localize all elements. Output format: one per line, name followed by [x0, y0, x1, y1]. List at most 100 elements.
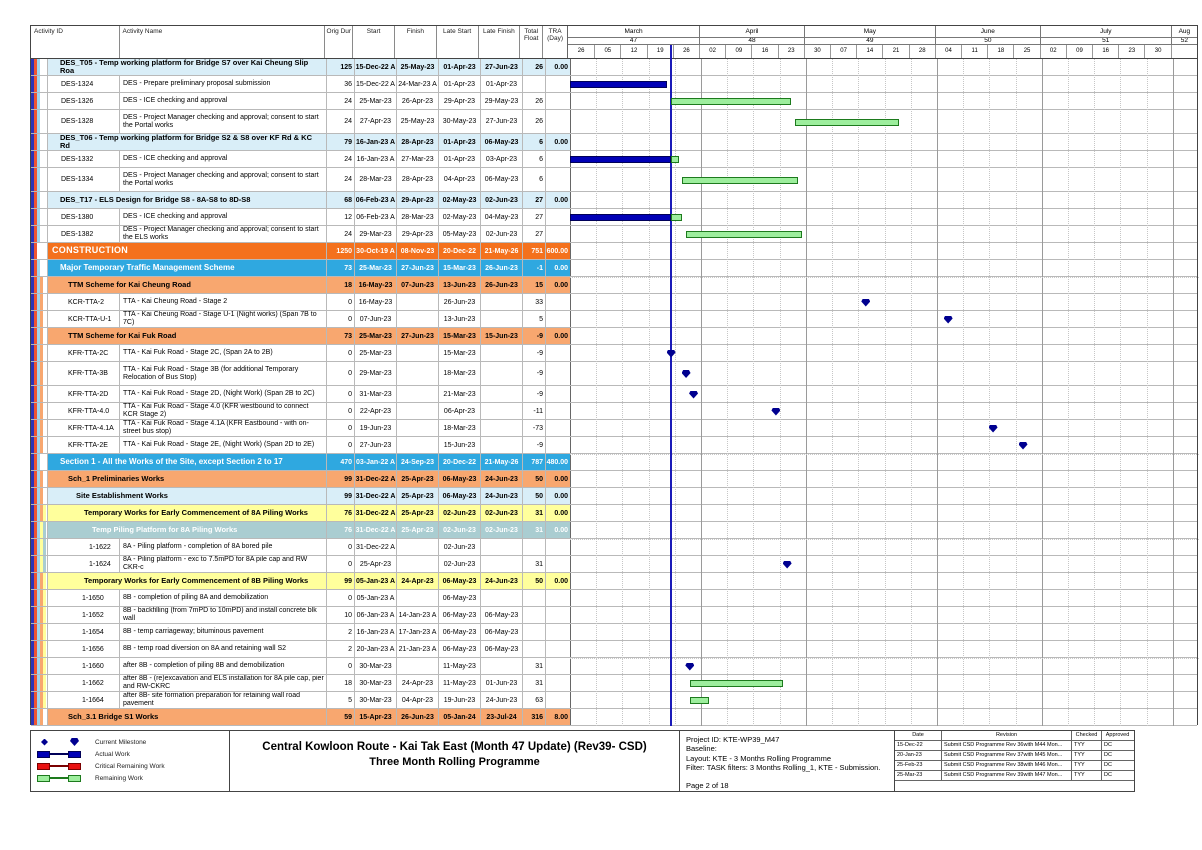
month-label[interactable]: March [568, 26, 700, 38]
band-row[interactable]: Major Temporary Traffic Management Schem… [31, 260, 1197, 277]
milestone-marker[interactable] [685, 662, 695, 671]
task-row[interactable]: 1-1660 after 8B - completion of piling 8B… [31, 658, 1197, 675]
column-header-name[interactable]: Activity Name [118, 26, 325, 58]
week-tick-label[interactable]: 14 [856, 44, 882, 58]
column-header-lstart[interactable]: Late Start [435, 26, 478, 58]
band-row[interactable]: Site Establishment Works 99 31-Dec-22 A 25-… [31, 488, 1197, 505]
week-tick-label[interactable]: 30 [1144, 44, 1170, 58]
column-header-tra[interactable]: TRA (Day) [542, 26, 567, 58]
week-tick-label[interactable]: 09 [1065, 44, 1092, 58]
band-row[interactable]: DES_T06 - Temp working platform for Brid… [31, 134, 1197, 151]
gantt-bar-remaining[interactable] [689, 680, 784, 687]
task-row[interactable]: DES-1328 DES - Project Manager checking a… [31, 110, 1197, 134]
column-header-tf[interactable]: Total Float [519, 26, 542, 58]
week-tick-label[interactable]: 02 [1039, 44, 1066, 58]
gantt-bar-actual[interactable] [570, 156, 672, 163]
gantt-bar-remaining[interactable] [686, 231, 803, 238]
week-tick-label[interactable]: 16 [1092, 44, 1118, 58]
week-tick-label[interactable]: 04 [934, 44, 961, 58]
band-row[interactable]: TTM Scheme for Kai Cheung Road 18 16-May-2… [31, 277, 1197, 294]
month-label[interactable]: July [1039, 26, 1171, 38]
gantt-bar-remaining[interactable] [671, 214, 683, 221]
task-row[interactable]: KFR-TTA-4.1A TTA - Kai Fuk Road - Stage 4… [31, 420, 1197, 437]
task-row[interactable]: 1-1650 8B - completion of piling 8A and d… [31, 590, 1197, 607]
band-row[interactable]: Section 1 - All the Works of the Site, e… [31, 454, 1197, 471]
week-tick-label[interactable]: 11 [961, 44, 987, 58]
gantt-bar-remaining[interactable] [794, 118, 900, 126]
week-tick-label[interactable]: 23 [1118, 44, 1144, 58]
task-row[interactable]: KFR-TTA-3B TTA - Kai Fuk Road - Stage 3B … [31, 362, 1197, 386]
revision-row[interactable]: 25-Mar-23 Submit CSD Programme Rev 39with… [895, 771, 1134, 781]
week-tick-label[interactable] [1170, 44, 1197, 58]
task-row[interactable]: KCR-TTA-U-1 TTA - Kai Cheung Road - Stage… [31, 311, 1197, 328]
week-tick-label[interactable]: 05 [594, 44, 620, 58]
week-tick-label[interactable]: 12 [620, 44, 646, 58]
task-row[interactable]: KFR-TTA-4.0 TTA - Kai Fuk Road - Stage 4.… [31, 403, 1197, 420]
task-row[interactable]: 1-1652 8B - backfilling (from 7mPD to 10m… [31, 607, 1197, 624]
column-header-start[interactable]: Start [352, 26, 394, 58]
week-tick-label[interactable]: 25 [1013, 44, 1039, 58]
week-tick-label[interactable]: 02 [699, 44, 725, 58]
band-row[interactable]: DES_T05 - Temp working platform for Brid… [31, 59, 1197, 76]
task-row[interactable]: DES-1326 DES - ICE checking and approval 2… [31, 93, 1197, 110]
band-row[interactable]: Temporary Works for Early Commencement o… [31, 573, 1197, 590]
week-tick-label[interactable]: 16 [751, 44, 777, 58]
week-tick-label[interactable]: 26 [577, 48, 585, 55]
band-row[interactable]: TTM Scheme for Kai Fuk Road 73 25-Mar-23 27… [31, 328, 1197, 345]
band-row[interactable]: DES_T17 - ELS Design for Bridge S8 - 8A-… [31, 192, 1197, 209]
task-row[interactable]: DES-1382 DES - Project Manager checking a… [31, 226, 1197, 243]
milestone-marker[interactable] [943, 315, 953, 324]
band-row[interactable]: Temporary Works for Early Commencement o… [31, 505, 1197, 522]
milestone-marker[interactable] [666, 349, 676, 358]
gantt-bar-remaining[interactable] [689, 697, 709, 704]
month-label[interactable]: Aug [1170, 26, 1197, 38]
task-row[interactable]: 1-1656 8B - temp road diversion on 8A and… [31, 641, 1197, 658]
task-row[interactable]: 1-1622 8A - Piling platform - completion … [31, 539, 1197, 556]
gantt-bar-actual[interactable] [570, 81, 668, 88]
task-row[interactable]: KFR-TTA-2E TTA - Kai Fuk Road - Stage 2E,… [31, 437, 1197, 454]
band-row[interactable]: Temp Piling Platform for 8A Piling Works… [31, 522, 1197, 539]
task-row[interactable]: 1-1654 8B - temp carriageway; bituminous … [31, 624, 1197, 641]
task-row[interactable]: KFR-TTA-2C TTA - Kai Fuk Road - Stage 2C,… [31, 345, 1197, 362]
task-row[interactable]: KCR-TTA-2 TTA - Kai Cheung Road - Stage 2… [31, 294, 1197, 311]
month-label[interactable]: June [934, 26, 1040, 38]
milestone-marker[interactable] [1018, 441, 1028, 450]
task-row[interactable]: DES-1380 DES - ICE checking and approval 1… [31, 209, 1197, 226]
revision-row[interactable]: 25-Feb-23 Submit CSD Programme Rev 38with… [895, 761, 1134, 771]
milestone-marker[interactable] [988, 424, 998, 433]
task-row[interactable]: 1-1664 after 8B- site formation preparati… [31, 692, 1197, 709]
week-tick-label[interactable]: 28 [908, 44, 935, 58]
gantt-bar-remaining[interactable] [682, 176, 799, 184]
week-tick-label[interactable]: 07 [830, 44, 856, 58]
gantt-bar-remaining[interactable] [671, 98, 791, 105]
revision-row[interactable]: 15-Dec-22 Submit CSD Programme Rev 36with… [895, 741, 1134, 751]
task-row[interactable]: 1-1624 8A - Piling platform - exc to 7.5m… [31, 556, 1197, 573]
gantt-bar-actual[interactable] [570, 214, 672, 221]
milestone-marker[interactable] [861, 298, 871, 307]
band-row[interactable]: Sch_1 Preliminaries Works 99 31-Dec-22 A 25… [31, 471, 1197, 488]
month-label[interactable]: May [803, 26, 935, 38]
milestone-marker[interactable] [771, 407, 781, 416]
milestone-marker[interactable] [681, 370, 691, 378]
milestone-marker[interactable] [782, 560, 792, 569]
week-tick-label[interactable]: 26 [672, 44, 699, 58]
week-tick-label[interactable]: 19 [646, 44, 673, 58]
column-header-od[interactable]: Orig Dur [324, 26, 352, 58]
gantt-bar-remaining[interactable] [671, 156, 679, 163]
week-tick-label[interactable]: 21 [882, 44, 908, 58]
task-row[interactable]: DES-1334 DES - Project Manager checking a… [31, 168, 1197, 192]
milestone-marker[interactable] [689, 390, 699, 399]
column-header-id[interactable]: Activity ID [34, 28, 63, 35]
revision-row[interactable]: 20-Jan-23 Submit CSD Programme Rev 37with… [895, 751, 1134, 761]
week-tick-label[interactable]: 23 [777, 44, 804, 58]
week-tick-label[interactable]: 18 [987, 44, 1013, 58]
task-row[interactable]: KFR-TTA-2D TTA - Kai Fuk Road - Stage 2D,… [31, 386, 1197, 403]
band-row[interactable]: Sch_3.1 Bridge S1 Works 59 15-Apr-23 26-Jun… [31, 709, 1197, 726]
month-label[interactable]: April [699, 26, 804, 38]
week-tick-label[interactable]: 30 [803, 44, 830, 58]
column-header-finish[interactable]: Finish [393, 26, 436, 58]
task-row[interactable]: 1-1662 after 8B - (re)excavation and ELS … [31, 675, 1197, 692]
band-row[interactable]: CONSTRUCTION 1250 30-Oct-19 A 08-Nov-23 20-D… [31, 243, 1197, 260]
week-tick-label[interactable]: 09 [725, 44, 751, 58]
column-header-lfinish[interactable]: Late Finish [477, 26, 520, 58]
